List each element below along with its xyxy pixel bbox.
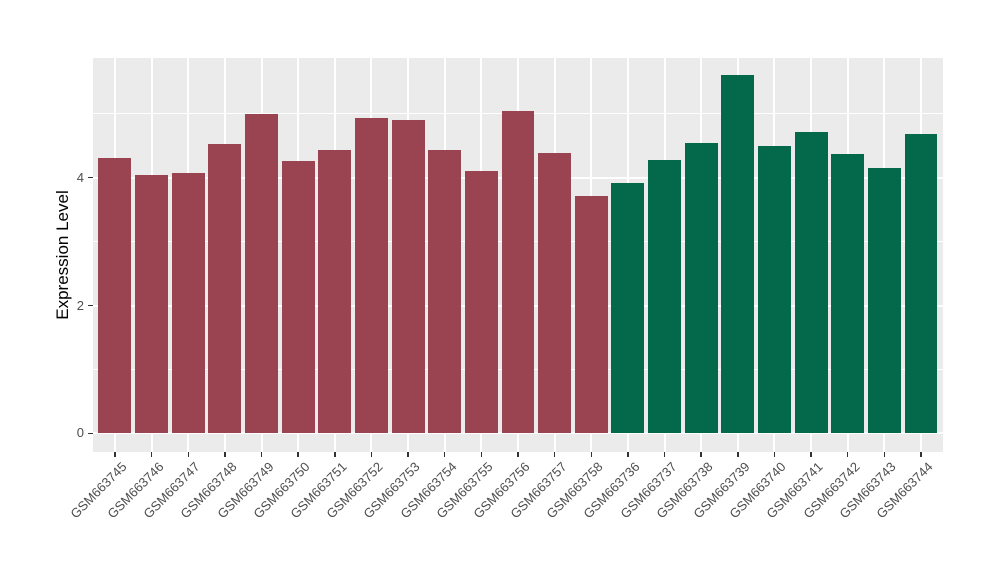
- x-tick-mark: [297, 452, 299, 457]
- bar: [171, 173, 205, 434]
- y-tick-label: 2: [76, 297, 84, 313]
- bar: [684, 142, 718, 434]
- bar: [135, 174, 169, 434]
- y-tick-mark: [87, 432, 93, 435]
- y-tick-mark: [87, 304, 93, 307]
- bar: [98, 157, 132, 434]
- x-tick-mark: [224, 452, 226, 457]
- x-tick-mark: [590, 452, 593, 457]
- x-tick-mark: [846, 452, 849, 457]
- x-tick-mark: [443, 452, 446, 457]
- x-tick-mark: [480, 452, 483, 457]
- bar: [904, 134, 938, 434]
- y-tick-label: 4: [76, 169, 84, 185]
- bar: [208, 144, 242, 434]
- plot-panel: [93, 58, 943, 452]
- x-tick-mark: [773, 452, 776, 457]
- x-tick-mark: [553, 452, 556, 457]
- x-tick-mark: [517, 452, 519, 457]
- bar: [574, 195, 608, 434]
- y-tick-label: 0: [76, 425, 84, 441]
- x-tick-mark: [260, 452, 263, 457]
- x-tick-mark: [407, 452, 409, 457]
- bar: [538, 153, 572, 434]
- x-tick-mark: [737, 452, 739, 457]
- bar: [245, 113, 279, 434]
- bar: [281, 161, 315, 434]
- bar: [794, 131, 828, 434]
- x-tick-mark: [700, 452, 702, 457]
- bar: [391, 120, 425, 434]
- x-tick-mark: [370, 452, 373, 457]
- bar: [648, 160, 682, 434]
- y-tick-mark: [87, 176, 93, 179]
- x-tick-mark: [920, 452, 922, 457]
- bar: [757, 146, 791, 434]
- x-tick-mark: [187, 452, 189, 457]
- x-tick-mark: [627, 452, 629, 457]
- x-tick-mark: [150, 452, 153, 457]
- bar: [464, 171, 498, 434]
- x-tick-mark: [810, 452, 812, 457]
- bar: [354, 118, 388, 434]
- x-tick-mark: [334, 452, 336, 457]
- bar: [611, 182, 645, 434]
- bar: [318, 149, 352, 434]
- bar: [867, 168, 901, 434]
- bar: [501, 110, 535, 434]
- x-tick-mark: [663, 452, 666, 457]
- x-tick-mark: [883, 452, 886, 457]
- bar: [428, 149, 462, 434]
- bar: [831, 154, 865, 434]
- x-tick-mark: [114, 452, 116, 457]
- bar: [721, 74, 755, 434]
